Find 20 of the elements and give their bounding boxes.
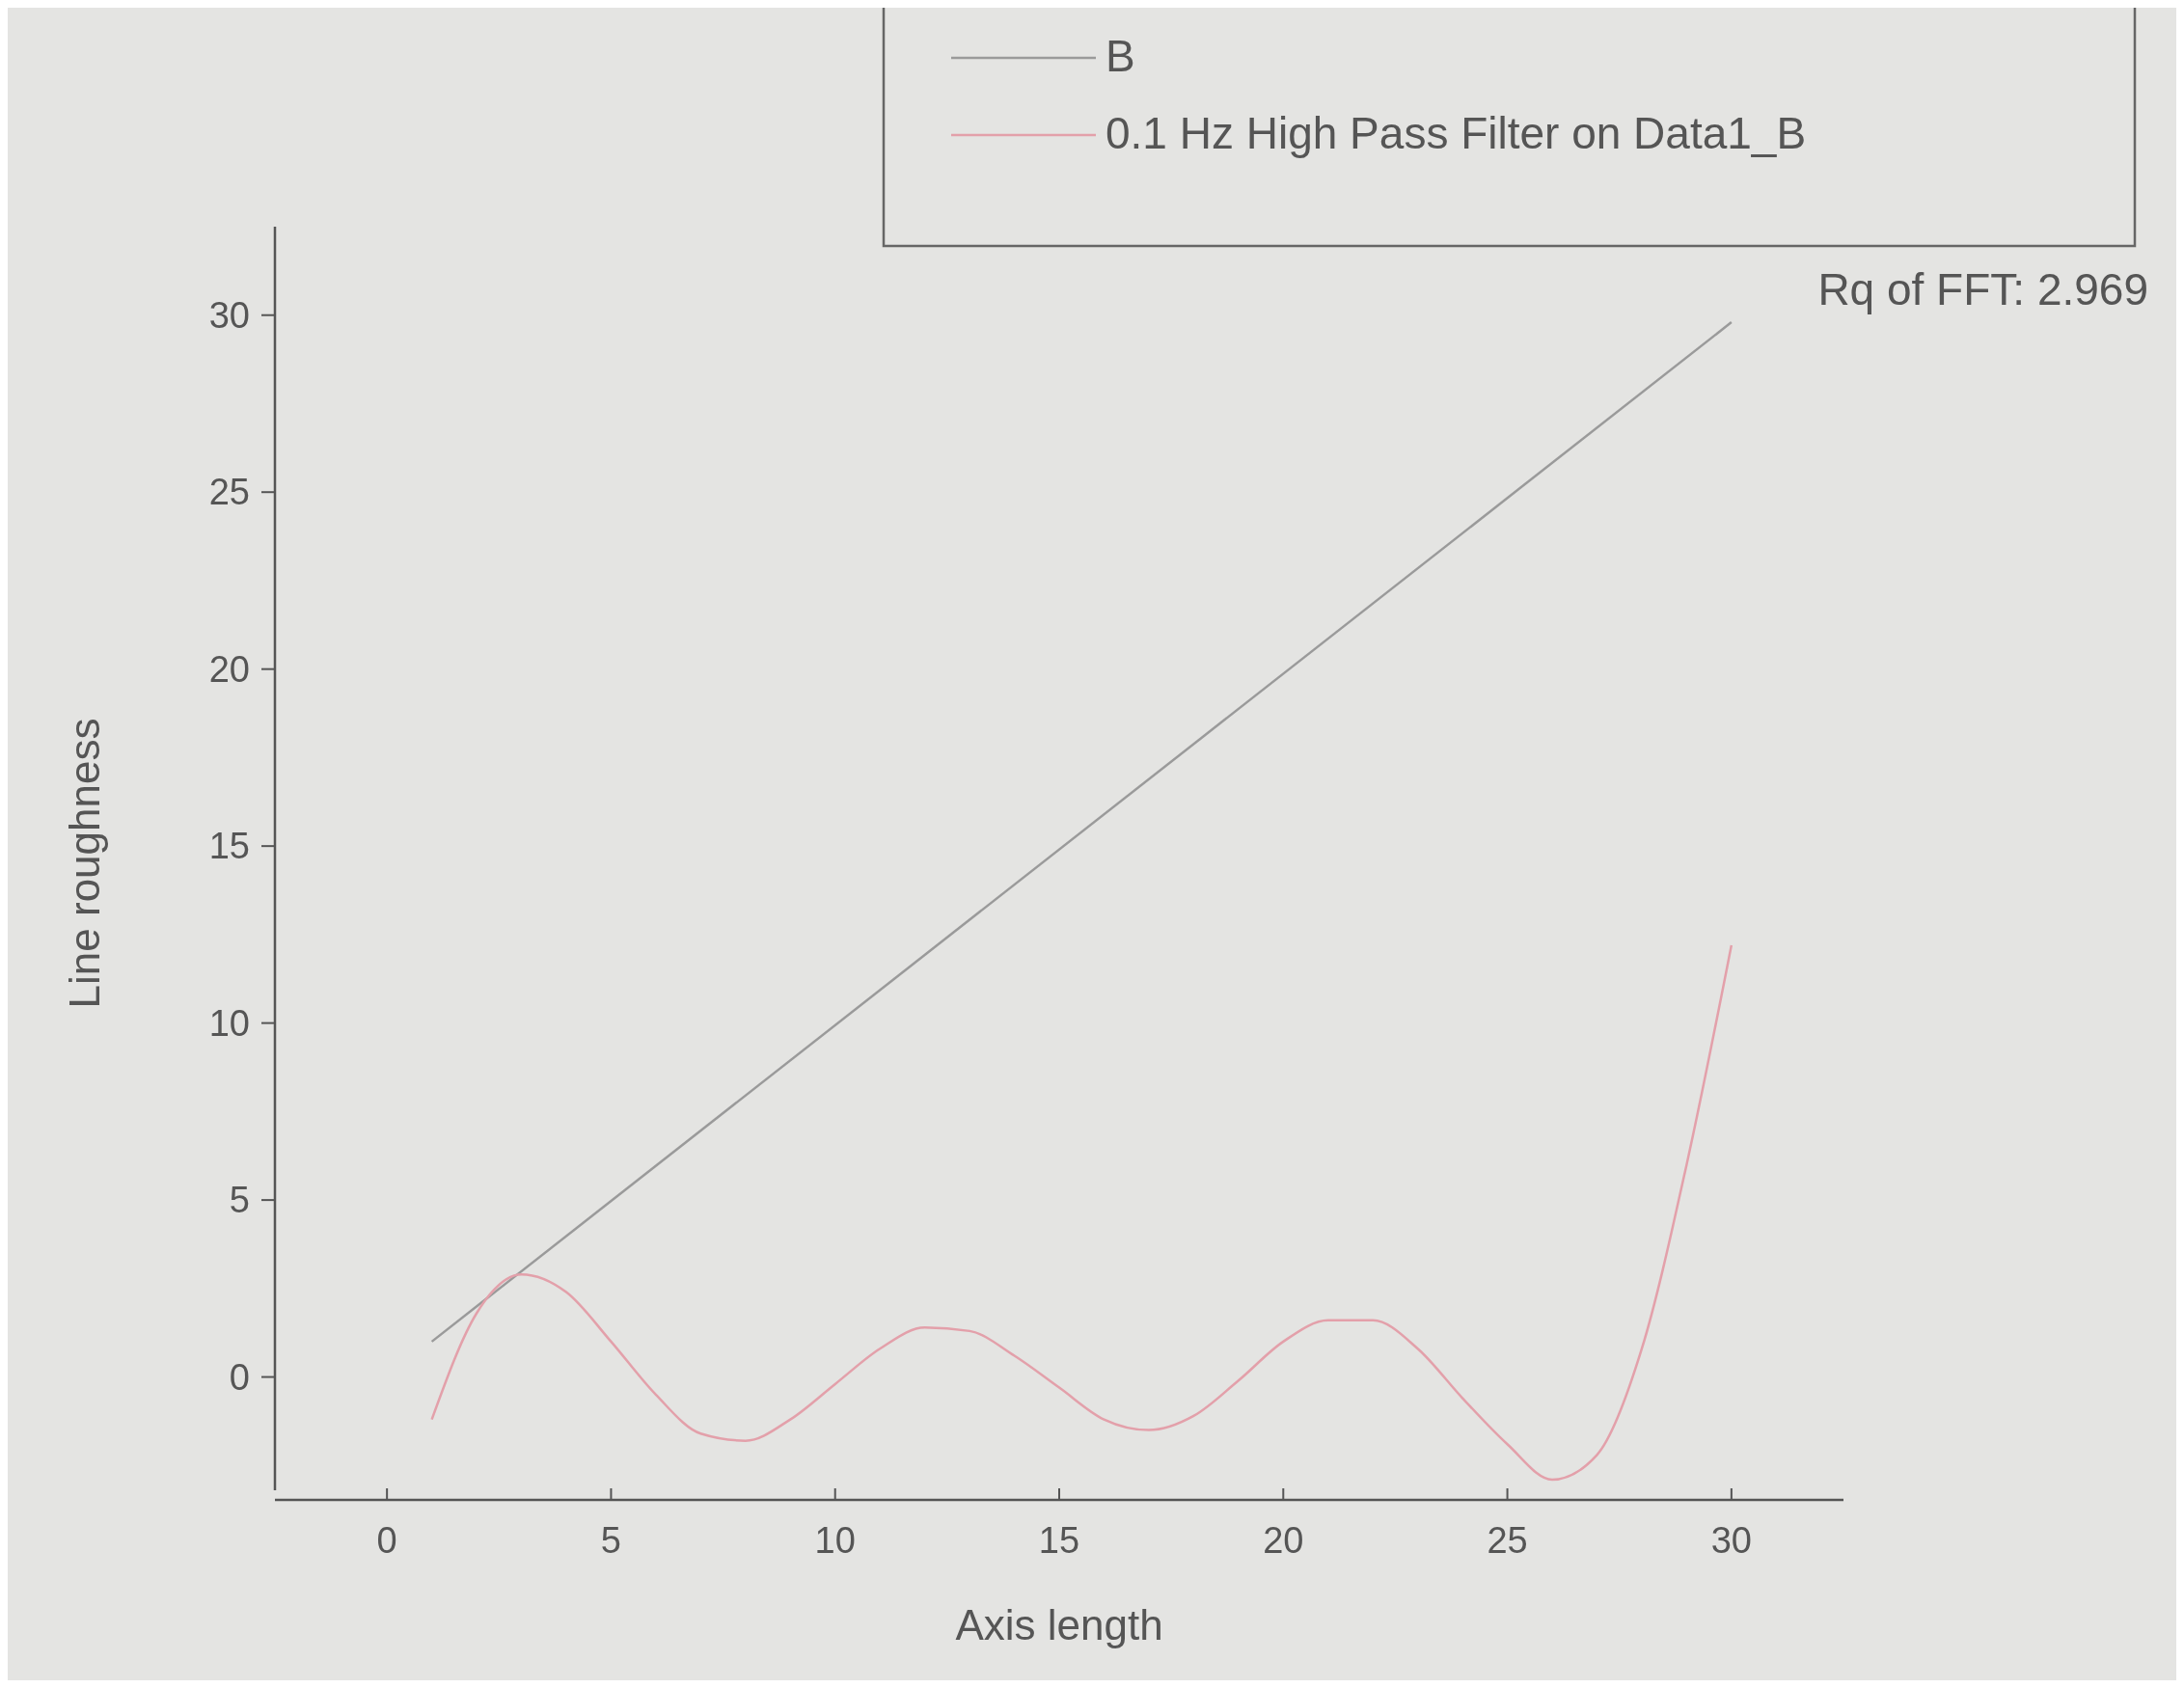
y-tick-label: 0: [229, 1356, 250, 1398]
x-tick-label: 0: [376, 1520, 397, 1561]
y-tick-label: 5: [229, 1180, 250, 1221]
y-tick-label: 10: [208, 1002, 250, 1044]
legend-label: B: [1106, 31, 1135, 81]
y-axis-title: Line roughness: [61, 718, 108, 1009]
x-tick-label: 15: [1038, 1520, 1080, 1561]
legend-label: 0.1 Hz High Pass Filter on Data1_B: [1106, 108, 1807, 158]
y-tick-label: 25: [208, 472, 250, 513]
y-tick-label: 15: [208, 826, 250, 867]
y-tick-label: 20: [208, 648, 250, 690]
x-tick-label: 10: [814, 1520, 856, 1561]
x-tick-label: 30: [1710, 1520, 1752, 1561]
line-series: [430, 943, 1734, 1482]
y-tick-label: 30: [208, 294, 250, 336]
x-axis-title: Axis length: [955, 1601, 1163, 1648]
x-tick-label: 20: [1263, 1520, 1304, 1561]
x-tick-label: 5: [600, 1520, 621, 1561]
x-tick-label: 25: [1487, 1520, 1528, 1561]
annotation: Rq of FFT: 2.969: [1817, 264, 2148, 314]
